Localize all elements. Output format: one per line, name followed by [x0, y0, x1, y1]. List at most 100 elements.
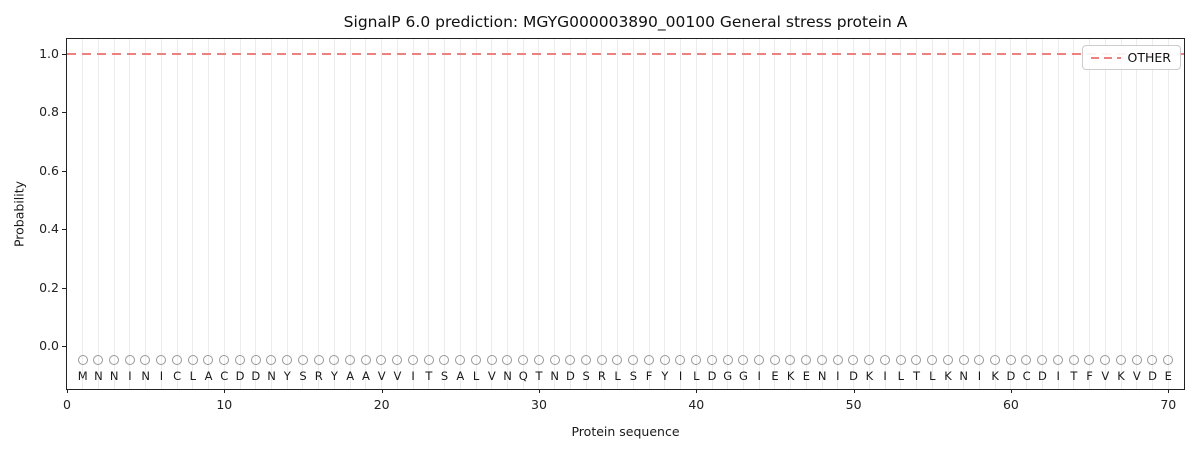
residue-letter: E	[771, 368, 779, 383]
residue-letter: G	[739, 368, 748, 383]
gridline	[1120, 39, 1122, 389]
residue-marker-circle	[156, 355, 167, 366]
gridline	[868, 39, 870, 389]
residue-letter: D	[251, 368, 261, 383]
residue-marker-circle	[392, 355, 403, 366]
residue-letter: K	[944, 368, 952, 383]
residue-marker-circle	[691, 355, 702, 366]
residue-letter: L	[189, 368, 197, 383]
residue-letter: L	[929, 368, 936, 383]
gridline	[1104, 39, 1106, 389]
x-tick-label: 70	[1160, 397, 1177, 412]
gridline	[585, 39, 587, 389]
gridline	[176, 39, 178, 389]
residue-marker-circle	[77, 355, 88, 366]
gridline	[223, 39, 225, 389]
gridline	[97, 39, 99, 389]
residue-letter: M	[77, 368, 88, 383]
gridline	[82, 39, 84, 389]
residue-marker-circle	[533, 355, 544, 366]
gridline	[365, 39, 367, 389]
residue-marker-circle	[282, 355, 293, 366]
x-tick	[224, 389, 226, 393]
gridline	[349, 39, 351, 389]
residue-marker-circle	[1163, 355, 1174, 366]
residue-letter: I	[883, 368, 887, 383]
residue-marker-circle	[974, 355, 985, 366]
gridline	[507, 39, 508, 389]
residue-marker-circle	[643, 355, 654, 366]
residue-letter: A	[456, 368, 465, 383]
gridline	[680, 39, 682, 389]
x-tick	[538, 389, 540, 393]
residue-marker-circle	[124, 355, 135, 366]
gridline	[1057, 39, 1059, 389]
residue-letter: S	[299, 368, 307, 383]
residue-marker-circle	[785, 355, 796, 366]
residue-letter: S	[582, 368, 590, 383]
residue-letter: A	[361, 368, 370, 383]
gridline	[1089, 39, 1091, 389]
legend-label: OTHER	[1127, 50, 1171, 65]
gridline	[459, 39, 461, 389]
residue-marker-circle	[801, 355, 812, 366]
residue-marker-circle	[93, 355, 104, 366]
gridline	[711, 39, 713, 389]
residue-marker-circle	[313, 355, 324, 366]
gridline	[113, 39, 115, 389]
residue-marker-circle	[1131, 355, 1142, 366]
gridline	[475, 39, 477, 389]
residue-marker-circle	[1005, 355, 1016, 366]
residue-letter: I	[678, 368, 683, 383]
residue-marker-circle	[1084, 355, 1095, 366]
residue-letter: V	[487, 368, 496, 383]
residue-marker-circle	[738, 355, 749, 366]
residue-marker-circle	[596, 355, 607, 366]
residue-letter: D	[707, 368, 717, 383]
residue-marker-circle	[329, 355, 340, 366]
residue-marker-circle	[864, 355, 875, 366]
gridline	[145, 39, 147, 389]
legend: OTHER	[1081, 45, 1181, 70]
residue-letter: L	[897, 368, 905, 383]
residue-letter: I	[1056, 368, 1060, 383]
residue-letter: A	[346, 368, 355, 383]
probability-dashed-line	[67, 52, 1184, 55]
x-tick	[67, 389, 68, 393]
y-tick	[62, 112, 66, 114]
gridline	[538, 39, 540, 389]
residue-letter: N	[959, 368, 969, 383]
residue-letter: L	[472, 368, 480, 383]
gridline	[129, 39, 131, 389]
residue-letter: S	[440, 368, 449, 383]
gridline	[554, 39, 556, 389]
gridline	[239, 39, 241, 389]
residue-letter: R	[314, 368, 323, 383]
residue-marker-circle	[1037, 355, 1048, 366]
residue-letter: V	[1132, 368, 1141, 383]
residue-letter: E	[802, 368, 811, 383]
gridline	[208, 39, 210, 389]
gridline	[1026, 39, 1028, 389]
residue-letter: C	[173, 368, 182, 383]
gridline	[884, 39, 886, 389]
residue-letter: L	[614, 368, 621, 383]
residue-marker-circle	[942, 355, 953, 366]
gridline	[286, 39, 288, 389]
residue-letter: V	[393, 368, 402, 383]
y-tick-label: 0.6	[39, 162, 59, 178]
residue-letter: Y	[283, 368, 291, 383]
residue-marker-circle	[990, 355, 1000, 366]
y-tick-label: 0.8	[39, 104, 59, 120]
residue-marker-circle	[470, 355, 481, 366]
residue-letter: C	[1022, 368, 1031, 383]
gridline	[632, 39, 634, 389]
residue-letter: A	[204, 368, 213, 383]
gridline	[664, 39, 666, 389]
residue-letter: K	[786, 368, 795, 383]
residue-letter: N	[141, 368, 150, 383]
residue-letter: G	[723, 368, 733, 383]
residue-marker-circle	[518, 355, 529, 366]
gridline	[1041, 39, 1043, 389]
residue-marker-circle	[297, 355, 308, 366]
